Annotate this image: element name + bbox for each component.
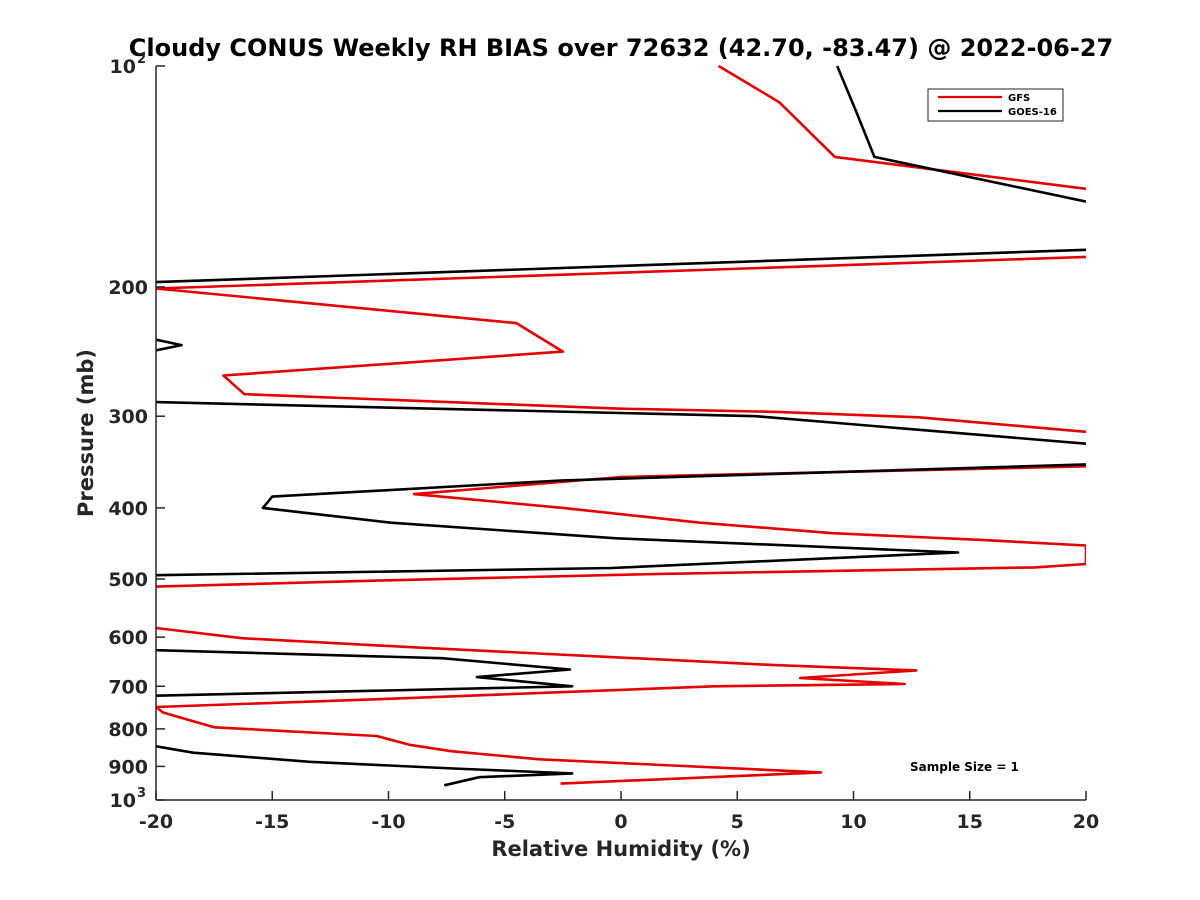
y-tick-label: 400 (108, 498, 148, 520)
x-tick-label: -20 (139, 811, 173, 833)
y-tick-exponent: 3 (137, 786, 146, 801)
series-gfs-line-3 (156, 626, 918, 785)
y-tick-label: 300 (108, 406, 148, 428)
x-tick-label: -10 (371, 811, 405, 833)
x-tick-label: -15 (255, 811, 289, 833)
y-tick-label: 200 (108, 277, 148, 299)
legend-label-gfs: GFS (1008, 93, 1030, 104)
y-tick-label: 900 (108, 756, 148, 778)
series-goes16-line-5 (156, 648, 574, 697)
y-tick-label: 800 (108, 719, 148, 741)
y-tick-label: 10 (110, 56, 136, 78)
series-gfs-line-0 (717, 64, 1086, 191)
series-goes16-line-3 (156, 400, 1086, 445)
series-goes16-line-6 (156, 745, 574, 787)
legend: GFS GOES-16 (927, 88, 1064, 122)
y-tick-label: 700 (108, 676, 148, 698)
series-goes16-line-0 (836, 65, 1086, 203)
series-gfs-line-1 (156, 255, 1086, 434)
x-tick-label: 15 (957, 811, 983, 833)
plot-area (156, 64, 1086, 787)
y-tick-label: 500 (108, 569, 148, 591)
y-tick-label: 600 (108, 627, 148, 649)
chart-title: Cloudy CONUS Weekly RH BIAS over 72632 (… (129, 34, 1113, 62)
y-tick-exponent: 2 (137, 52, 146, 67)
x-tick-label: 10 (840, 811, 866, 833)
x-tick-label: 5 (731, 811, 744, 833)
legend-label-goes16: GOES-16 (1008, 107, 1057, 118)
x-tick-label: -5 (494, 811, 515, 833)
series-gfs-line-2 (156, 465, 1086, 588)
series-goes16-line-2 (156, 338, 183, 352)
series-goes16-line-4 (156, 463, 1086, 577)
x-tick-label: 0 (614, 811, 627, 833)
x-ticks: -20 -15 -10 -5 0 5 10 15 20 (139, 791, 1099, 833)
y-tick-label: 10 (110, 790, 136, 812)
sample-size-annotation: Sample Size = 1 (910, 760, 1019, 774)
x-tick-label: 20 (1073, 811, 1099, 833)
x-axis-label: Relative Humidity (%) (491, 837, 750, 861)
y-axis-label: Pressure (mb) (74, 349, 98, 517)
series-goes16-line-1 (156, 248, 1086, 284)
legend-box (927, 88, 1064, 122)
